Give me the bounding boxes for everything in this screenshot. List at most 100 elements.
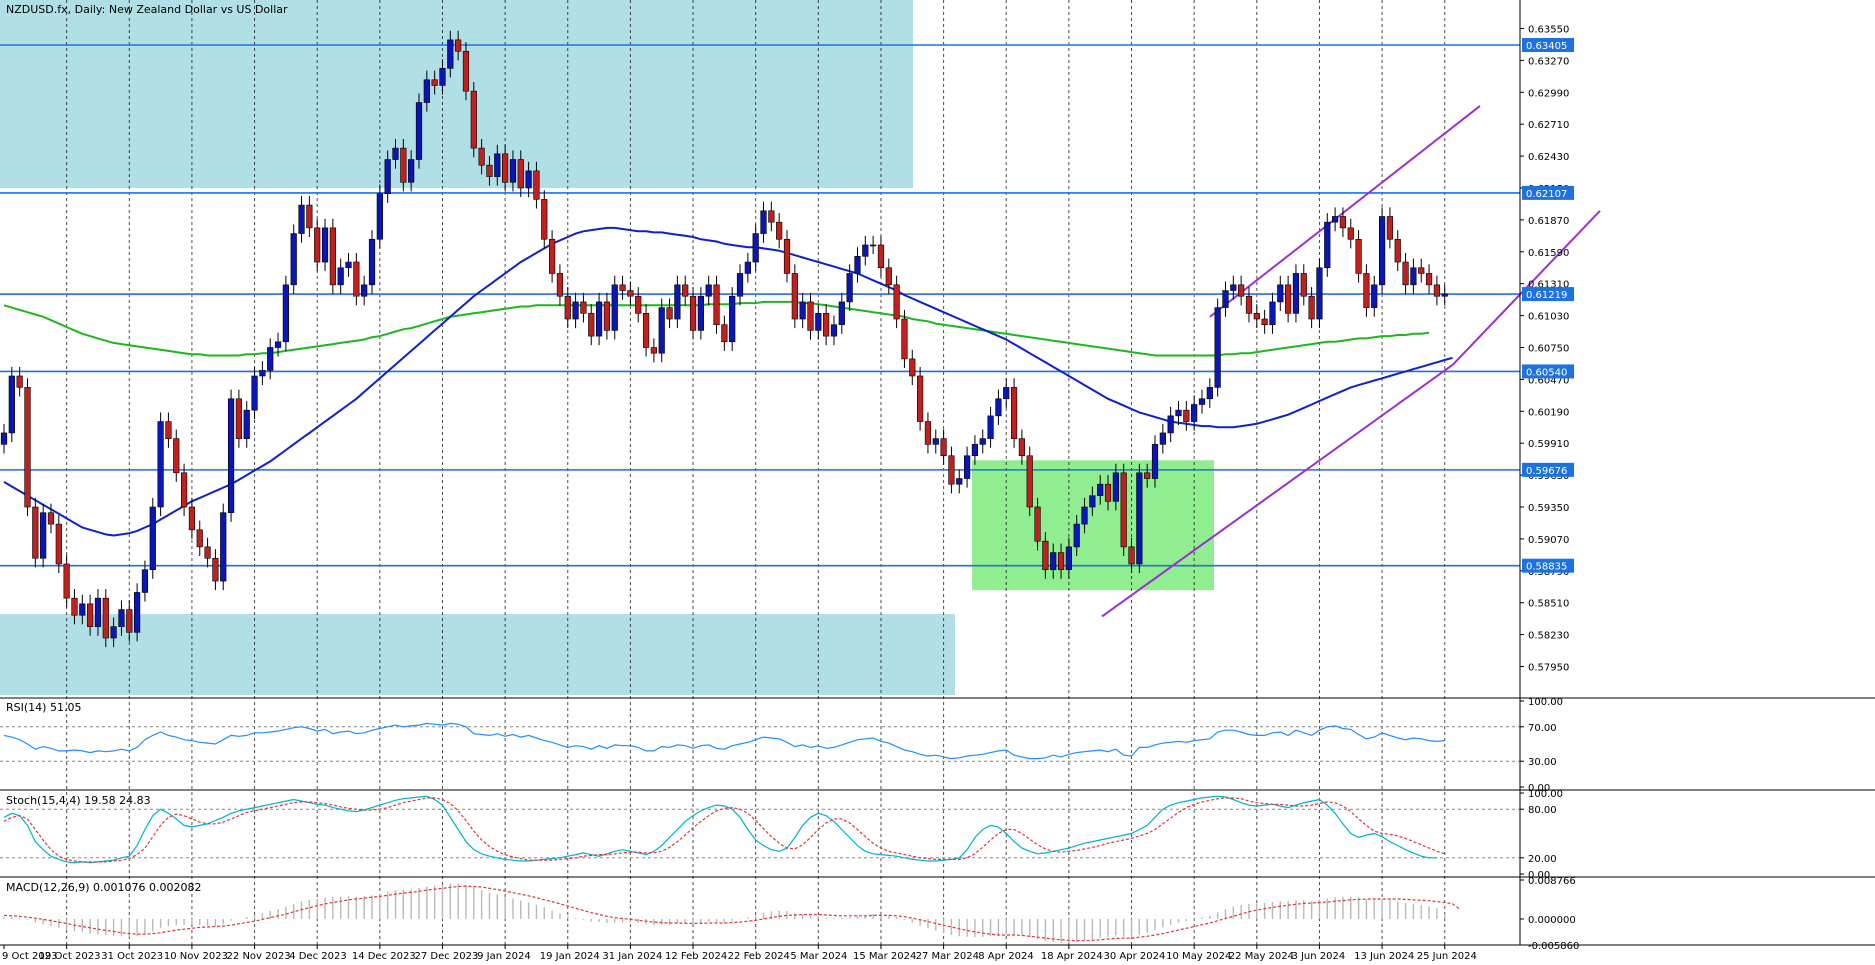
bearish-candle-body — [893, 284, 900, 320]
level-price-tag: 0.61219 — [1522, 287, 1574, 302]
candle — [1081, 497, 1088, 534]
candle — [1363, 264, 1370, 317]
candle — [173, 429, 180, 482]
candle — [259, 361, 266, 386]
bearish-candle-body — [306, 204, 313, 229]
level-tag-box — [1522, 558, 1574, 573]
macd-label: MACD(12,26,9) 0.001076 0.002082 — [6, 881, 202, 894]
bearish-candle-body — [1285, 284, 1292, 314]
candle — [1003, 378, 1010, 408]
bullish-candle-body — [846, 273, 853, 303]
candle — [415, 93, 423, 169]
bullish-candle-body — [157, 421, 164, 508]
bearish-candle-body — [196, 529, 203, 548]
bullish-candle-body — [1073, 523, 1080, 548]
bearish-candle-body — [1057, 552, 1065, 570]
bearish-candle-body — [721, 324, 728, 343]
candle — [760, 201, 767, 243]
price-tick-label: 0.62710 — [1528, 120, 1569, 131]
candle — [1089, 486, 1096, 517]
rsi-label: RSI(14) 51.05 — [6, 701, 81, 714]
macd-signal-line — [3, 885, 1461, 942]
candle — [744, 252, 751, 283]
candle — [1175, 401, 1182, 425]
bearish-candle-body — [1010, 387, 1018, 439]
candle — [697, 287, 704, 340]
candle — [118, 600, 125, 636]
candle — [368, 230, 376, 294]
candle — [1285, 275, 1292, 323]
bullish-candle-body — [134, 592, 141, 633]
candle — [815, 304, 822, 340]
candle — [180, 463, 188, 517]
bearish-candle-body — [768, 210, 775, 223]
bearish-candle-body — [1120, 472, 1127, 548]
candle — [1230, 275, 1237, 300]
bearish-candle-body — [180, 472, 188, 508]
price-tick-label: 0.59910 — [1528, 439, 1569, 450]
candle — [1214, 298, 1221, 397]
candle — [917, 366, 924, 431]
level-tag-label: 0.63405 — [1526, 41, 1567, 52]
pane-tick-label: 0.000000 — [1528, 915, 1576, 926]
candle — [274, 332, 282, 357]
bearish-candle-body — [1104, 483, 1112, 502]
level-tag-box — [1522, 38, 1574, 53]
bullish-candle-body — [830, 324, 838, 337]
candle — [431, 70, 438, 95]
candle — [541, 190, 548, 249]
x-tick-label: 19 Jan 2024 — [540, 951, 600, 962]
bullish-candle-body — [1324, 221, 1331, 269]
candle — [134, 583, 141, 642]
candle — [306, 195, 313, 237]
pane-tick-label: 0.00 — [1528, 783, 1550, 794]
candle — [642, 304, 650, 357]
candle — [1198, 389, 1206, 414]
bullish-candle-body — [799, 301, 806, 320]
candle — [893, 275, 900, 329]
candle — [188, 497, 196, 539]
bullish-candle-body — [227, 398, 235, 514]
bullish-candle-body — [595, 301, 603, 337]
bearish-candle-body — [1418, 267, 1425, 274]
x-tick-label: 10 May 2024 — [1166, 951, 1231, 962]
price-tick-label: 0.59070 — [1528, 535, 1569, 546]
candle — [830, 315, 838, 346]
bullish-candle-body — [956, 478, 963, 485]
bearish-candle-body — [909, 358, 916, 377]
price-tick-label: 0.58510 — [1528, 599, 1569, 610]
price-tick-label: 0.59350 — [1528, 503, 1569, 514]
candle — [752, 224, 759, 272]
candle — [783, 230, 791, 283]
candle — [909, 349, 916, 386]
pane-tick-label: 0.008766 — [1528, 876, 1576, 887]
stochastic-pane: 100.00 80.00 20.00 0.00 — [0, 789, 1563, 881]
candle — [1042, 532, 1049, 579]
price-tick-label: 0.60470 — [1528, 375, 1569, 386]
candle — [658, 298, 665, 363]
bearish-candle-body — [188, 506, 196, 531]
candle — [1057, 543, 1065, 579]
bearish-candle-body — [627, 290, 634, 297]
candle — [650, 338, 657, 363]
bullish-candle-body — [1175, 409, 1182, 417]
bullish-candle-body — [1050, 552, 1057, 570]
candle — [110, 617, 117, 648]
candle — [439, 59, 446, 95]
candle — [462, 42, 470, 101]
candle — [298, 195, 305, 243]
bullish-candle-body — [1441, 293, 1448, 297]
price-tick-label: 0.58230 — [1528, 631, 1569, 642]
candle — [689, 287, 697, 340]
bearish-candle-body — [1339, 216, 1347, 229]
bullish-candle-body — [1332, 216, 1339, 223]
candle — [1332, 207, 1339, 232]
bullish-candle-body — [1191, 404, 1198, 422]
bullish-candle-body — [337, 267, 344, 286]
bullish-candle-body — [1136, 472, 1143, 565]
candle — [290, 224, 297, 294]
bearish-candle-body — [588, 313, 595, 337]
bullish-candle-body — [1097, 483, 1104, 496]
candle — [157, 412, 164, 517]
bullish-candle-body — [744, 261, 751, 274]
